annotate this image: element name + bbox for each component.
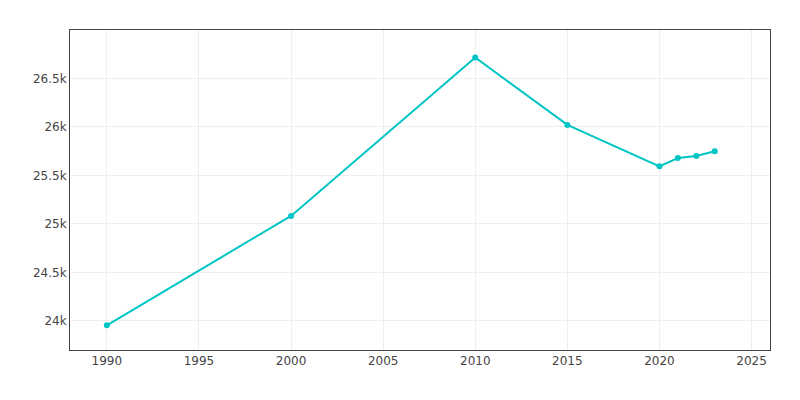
svg-text:24k: 24k (44, 314, 66, 328)
svg-text:26k: 26k (44, 120, 66, 134)
svg-text:1990: 1990 (92, 354, 123, 368)
svg-text:2000: 2000 (276, 354, 307, 368)
svg-text:2015: 2015 (552, 354, 583, 368)
svg-text:26.5k: 26.5k (33, 72, 67, 86)
svg-text:2010: 2010 (460, 354, 491, 368)
svg-text:2020: 2020 (644, 354, 675, 368)
svg-text:2005: 2005 (368, 354, 399, 368)
svg-text:25.5k: 25.5k (33, 169, 67, 183)
svg-text:1995: 1995 (184, 354, 215, 368)
svg-text:25k: 25k (44, 217, 66, 231)
svg-text:2025: 2025 (736, 354, 767, 368)
svg-text:24.5k: 24.5k (33, 266, 67, 280)
